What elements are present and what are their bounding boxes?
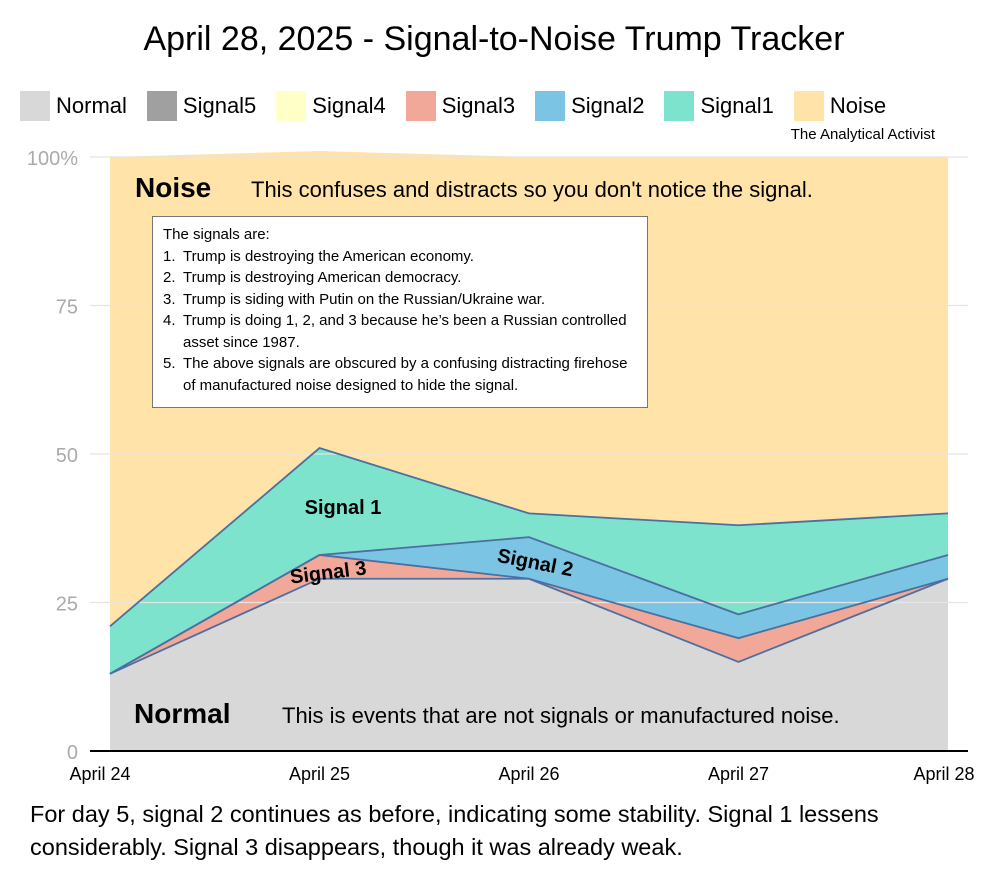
signals-list-item: 2. Trump is destroying American democracy…: [163, 267, 637, 289]
y-tick-label: 75: [56, 297, 78, 319]
signal-1-label: Signal 1: [305, 497, 382, 519]
signals-list-item: 1. Trump is destroying the American econo…: [163, 246, 637, 268]
caption-text: For day 5, signal 2 continues as before,…: [30, 801, 879, 860]
series-line-signal1: [109, 447, 949, 627]
area-signal3: [110, 554, 948, 674]
signals-heading: The signals are:: [163, 226, 270, 243]
y-tick-label: 100%: [27, 148, 78, 170]
series-line-signal2: [109, 536, 949, 675]
normal-description: This is events that are not signals or m…: [282, 703, 840, 728]
area-signal1: [110, 448, 948, 674]
signals-list-text: The above signals are obscured by a conf…: [183, 355, 628, 394]
legend-label: Signal2: [571, 93, 645, 118]
normal-label: Normal: [134, 698, 231, 729]
noise-label: Noise: [135, 172, 212, 203]
x-tick-label: April 24: [69, 764, 130, 784]
legend: Normal Signal5 Signal4 Signal3 Signal2 Signal…: [20, 91, 906, 121]
legend-item-signal4: Signal4: [276, 91, 386, 121]
signals-list-text: Trump is siding with Putin on the Russia…: [183, 290, 546, 308]
signals-list-text: Trump is destroying the American economy…: [183, 247, 474, 265]
legend-swatch: [664, 91, 695, 121]
y-tick-label: 25: [56, 594, 78, 616]
x-tick-label: April 26: [498, 764, 559, 784]
area-normal: [110, 578, 948, 751]
legend-item-signal5: Signal5: [146, 91, 257, 121]
legend-swatch: [146, 91, 177, 121]
legend-label: Signal5: [182, 93, 257, 118]
legend-item-signal2: Signal2: [535, 91, 644, 121]
signals-list-text: Trump is doing 1, 2, and 3 because he’s …: [183, 312, 627, 351]
signals-list-box: The signals are: 1. Trump is destroying t…: [152, 216, 648, 408]
legend-item-signal3: Signal3: [405, 91, 516, 121]
legend-swatch: [405, 91, 436, 121]
legend-item-noise: Noise: [793, 91, 887, 121]
legend-swatch: [20, 91, 50, 121]
x-tick-label: April 27: [708, 764, 769, 784]
legend-item-signal1: Signal1: [664, 91, 774, 121]
y-tick-label: 0: [67, 742, 78, 764]
signals-list-text: Trump is destroying American democracy.: [183, 269, 462, 286]
legend-item-normal: Normal: [20, 91, 127, 121]
y-tick-label: 50: [56, 445, 78, 467]
legend-label: Signal3: [441, 93, 516, 118]
legend-label: Signal4: [312, 93, 386, 118]
legend-label: Normal: [56, 93, 127, 118]
signals-list-number: 2.: [163, 269, 176, 286]
legend-swatch: [276, 91, 307, 121]
credit-text: The Analytical Activist: [790, 126, 935, 143]
legend-swatch: [793, 91, 824, 121]
signals-list-item: 5. The above signals are obscured by a co…: [163, 353, 637, 396]
signals-list-number: 5.: [163, 355, 176, 372]
legend-swatch: [535, 91, 566, 121]
signals-list-item: 3. Trump is siding with Putin on the Russ…: [163, 289, 637, 311]
x-tick-label: April 25: [289, 764, 350, 784]
signals-list: 1. Trump is destroying the American econo…: [163, 246, 637, 397]
x-tick-label: April 28: [913, 764, 974, 784]
noise-description: This confuses and distracts so you don't…: [251, 177, 813, 202]
legend-label: Signal1: [700, 93, 774, 118]
signals-list-number: 3.: [163, 290, 176, 308]
signals-list-number: 4.: [163, 312, 176, 329]
signals-list-number: 1.: [163, 247, 176, 265]
legend-label: Noise: [829, 93, 887, 118]
signals-list-item: 4. Trump is doing 1, 2, and 3 because he’…: [163, 310, 637, 353]
area-signal2: [110, 537, 948, 674]
chart-title: April 28, 2025 - Signal-to-Noise Trump T…: [143, 20, 845, 58]
